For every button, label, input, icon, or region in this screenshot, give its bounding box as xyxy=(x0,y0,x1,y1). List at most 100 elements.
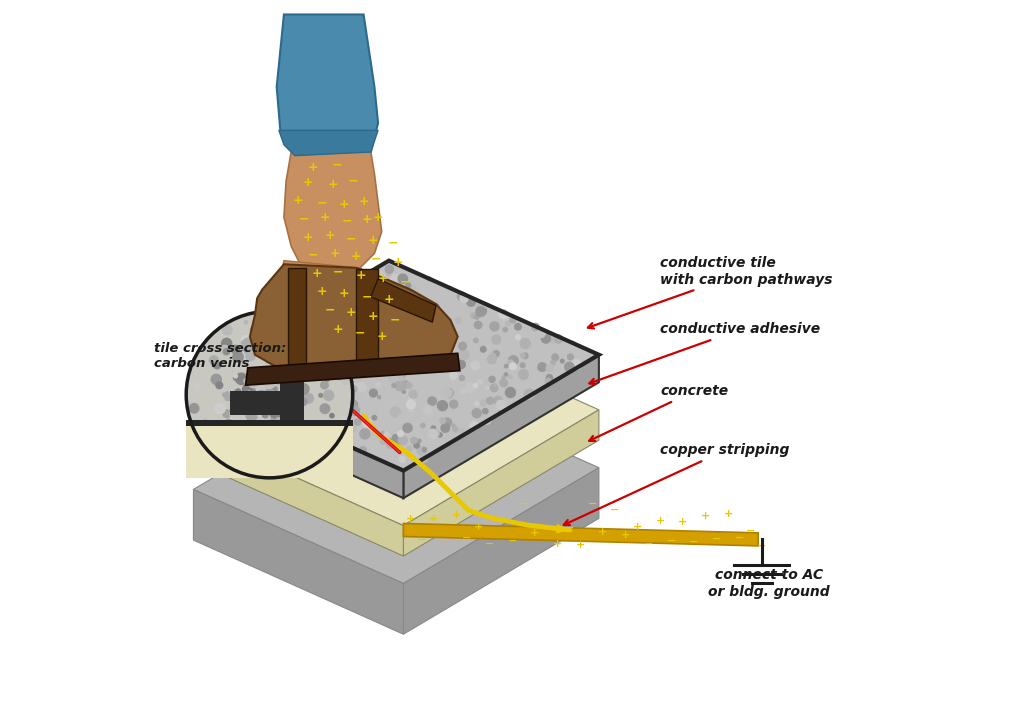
Circle shape xyxy=(375,272,384,281)
Circle shape xyxy=(406,312,414,320)
Text: +: + xyxy=(368,310,378,323)
Circle shape xyxy=(371,361,375,365)
Circle shape xyxy=(508,375,512,379)
Circle shape xyxy=(243,338,253,349)
Circle shape xyxy=(312,321,322,330)
Circle shape xyxy=(299,398,307,405)
Circle shape xyxy=(386,401,393,408)
Circle shape xyxy=(444,388,454,397)
Circle shape xyxy=(351,384,358,392)
Circle shape xyxy=(388,353,391,357)
Circle shape xyxy=(318,394,323,397)
Circle shape xyxy=(275,356,285,364)
Circle shape xyxy=(388,370,393,375)
Polygon shape xyxy=(403,468,599,634)
Text: −: − xyxy=(333,265,343,278)
Circle shape xyxy=(383,356,386,359)
Circle shape xyxy=(376,342,384,352)
Circle shape xyxy=(301,385,304,389)
Circle shape xyxy=(386,441,393,449)
Circle shape xyxy=(308,368,317,376)
Circle shape xyxy=(329,362,333,366)
Circle shape xyxy=(267,399,272,404)
Circle shape xyxy=(545,378,551,384)
Circle shape xyxy=(222,325,232,334)
Circle shape xyxy=(489,353,496,359)
Circle shape xyxy=(279,351,285,358)
Circle shape xyxy=(231,345,240,353)
Circle shape xyxy=(330,413,334,418)
Circle shape xyxy=(467,298,475,306)
Circle shape xyxy=(496,400,506,410)
Text: tile cross section:
carbon veins: tile cross section: carbon veins xyxy=(154,342,286,370)
Circle shape xyxy=(374,327,382,334)
Circle shape xyxy=(390,274,399,283)
Circle shape xyxy=(395,335,404,345)
Circle shape xyxy=(404,333,413,342)
Circle shape xyxy=(414,306,420,312)
Text: +: + xyxy=(474,522,483,532)
Circle shape xyxy=(225,415,231,421)
Circle shape xyxy=(546,364,553,371)
Circle shape xyxy=(399,355,407,363)
Circle shape xyxy=(437,311,441,314)
Circle shape xyxy=(413,453,421,462)
Circle shape xyxy=(218,383,227,392)
Circle shape xyxy=(240,399,247,406)
Circle shape xyxy=(362,306,366,310)
Circle shape xyxy=(223,391,229,397)
Text: +: + xyxy=(406,514,416,524)
Circle shape xyxy=(524,390,535,400)
Circle shape xyxy=(276,418,281,422)
Text: −: − xyxy=(347,174,358,188)
Circle shape xyxy=(290,353,297,360)
Circle shape xyxy=(280,450,283,452)
Circle shape xyxy=(273,363,281,370)
Circle shape xyxy=(490,322,499,331)
Circle shape xyxy=(284,406,289,412)
Circle shape xyxy=(225,395,230,400)
Text: +: + xyxy=(317,285,328,298)
Circle shape xyxy=(325,376,330,381)
Circle shape xyxy=(460,376,465,381)
Circle shape xyxy=(397,425,406,433)
Text: −: − xyxy=(462,534,472,543)
Circle shape xyxy=(241,368,250,378)
Circle shape xyxy=(357,382,367,392)
Circle shape xyxy=(253,416,257,419)
Circle shape xyxy=(260,445,264,450)
Circle shape xyxy=(357,278,365,285)
Circle shape xyxy=(503,327,507,332)
Circle shape xyxy=(274,387,278,390)
Circle shape xyxy=(567,354,573,360)
Circle shape xyxy=(450,400,458,408)
Polygon shape xyxy=(403,355,599,498)
Circle shape xyxy=(381,432,385,435)
Text: +: + xyxy=(429,514,438,524)
Circle shape xyxy=(285,408,292,415)
Circle shape xyxy=(504,373,508,376)
Circle shape xyxy=(289,392,298,402)
Circle shape xyxy=(442,369,445,371)
Text: −: − xyxy=(588,499,597,509)
Circle shape xyxy=(295,378,300,384)
Circle shape xyxy=(332,422,340,431)
Circle shape xyxy=(270,444,274,447)
Circle shape xyxy=(245,321,248,324)
Circle shape xyxy=(354,308,358,313)
Circle shape xyxy=(324,390,334,400)
Circle shape xyxy=(374,290,377,293)
Circle shape xyxy=(470,421,478,430)
Circle shape xyxy=(325,313,333,321)
Circle shape xyxy=(352,369,359,377)
Circle shape xyxy=(306,377,310,381)
Circle shape xyxy=(305,310,313,318)
Circle shape xyxy=(466,306,471,312)
Circle shape xyxy=(333,429,342,438)
Circle shape xyxy=(266,396,274,404)
Text: −: − xyxy=(746,526,756,536)
Circle shape xyxy=(273,402,279,407)
Circle shape xyxy=(349,400,357,409)
Polygon shape xyxy=(194,261,599,471)
Circle shape xyxy=(342,416,345,420)
